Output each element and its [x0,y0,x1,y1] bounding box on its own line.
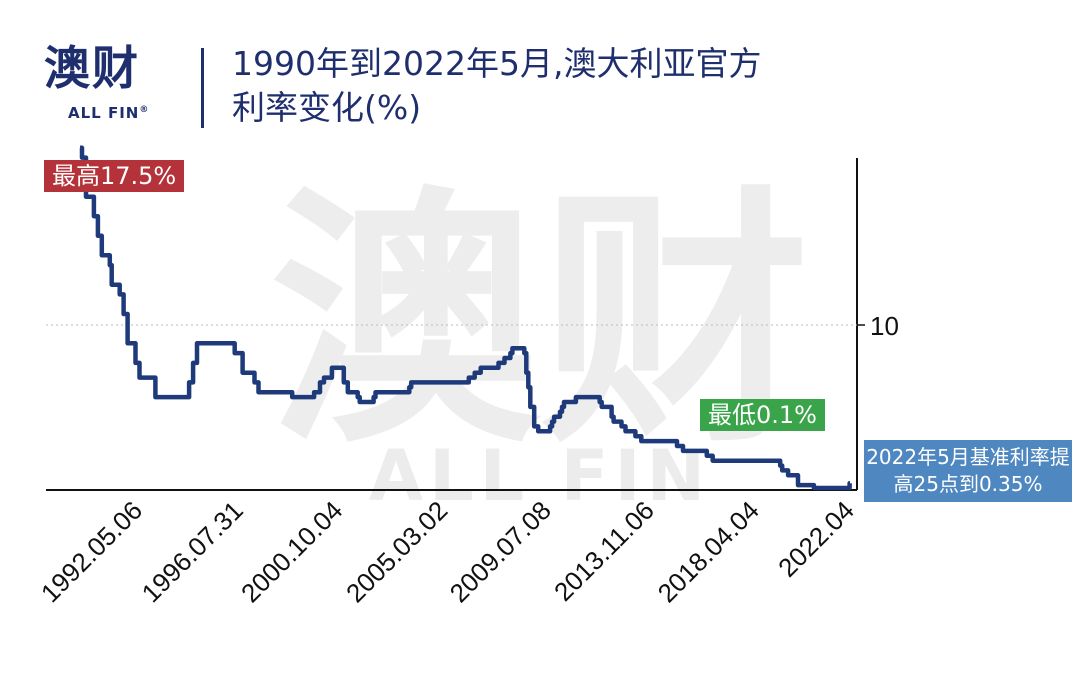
x-tick-label: 2005.03.02 [340,495,453,608]
latest-rate-callout: 2022年5月基准利率提高25点到0.35% [864,440,1072,502]
x-tick-label: 2009.07.08 [444,495,557,608]
brand-name: 澳财 [44,41,140,95]
chart-title-line1: 1990年到2022年5月,澳大利亚官方 [232,44,762,83]
x-tick-labels: 1992.05.061996.07.312000.10.042005.03.02… [35,495,860,608]
chart-title: 1990年到2022年5月,澳大利亚官方 利率变化(%) [232,42,761,130]
x-tick-label: 2013.11.06 [548,495,660,607]
x-tick-label: 2000.10.04 [235,495,348,608]
brand-sub: ALL FIN® [68,104,150,122]
x-tick-label: 2018.04.04 [652,495,765,608]
x-tick-label: 1996.07.31 [136,495,249,608]
x-tick-label: 1992.05.06 [35,495,148,608]
max-rate-callout: 最高17.5% [44,160,185,192]
title-divider [201,48,204,128]
registered-mark: ® [139,105,150,115]
brand-logo: 澳财 [44,40,140,96]
min-rate-callout: 最低0.1% [700,399,825,431]
series-line [79,145,852,491]
watermark-sub: ALL FIN [369,435,711,517]
x-tick-label: 2022.04 [772,495,860,583]
chart-title-line2: 利率变化(%) [232,88,422,127]
y-tick-label: 10 [870,311,899,341]
